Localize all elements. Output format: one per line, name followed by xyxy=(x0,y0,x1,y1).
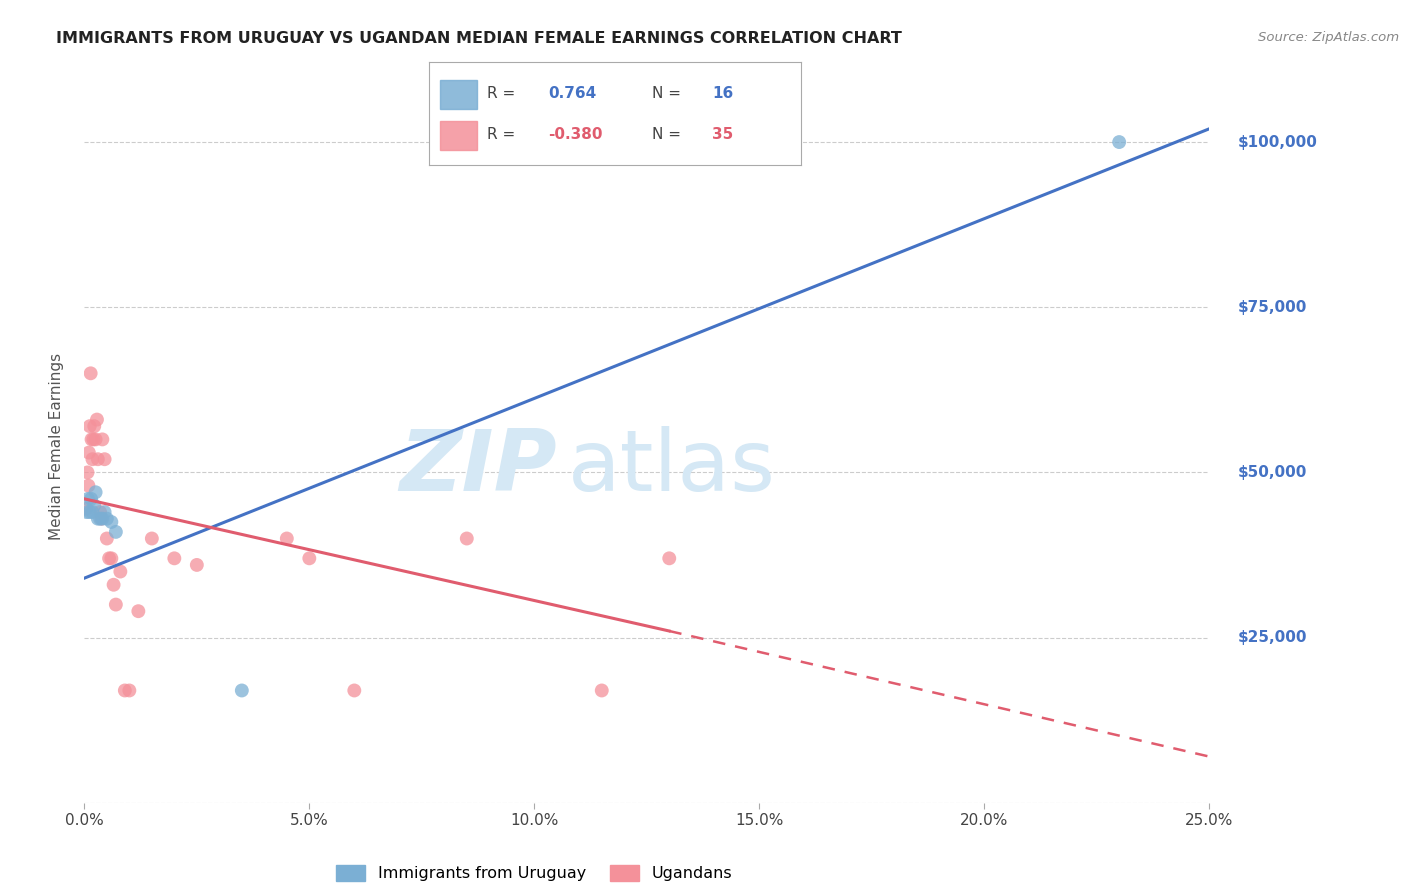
Point xyxy=(118,683,141,698)
Legend: Immigrants from Uruguay, Ugandans: Immigrants from Uruguay, Ugandans xyxy=(330,858,738,888)
Point xyxy=(141,532,163,546)
Text: R =: R = xyxy=(486,127,515,142)
Text: ZIP: ZIP xyxy=(399,425,557,509)
Point xyxy=(658,551,681,566)
Point xyxy=(77,445,100,459)
Point xyxy=(76,466,98,480)
Point xyxy=(104,598,127,612)
Text: atlas: atlas xyxy=(568,425,776,509)
Point xyxy=(298,551,321,566)
Point xyxy=(110,565,132,579)
Text: $50,000: $50,000 xyxy=(1237,465,1306,480)
Point xyxy=(104,524,127,539)
Point xyxy=(96,532,118,546)
Point xyxy=(231,683,253,698)
Point xyxy=(456,532,478,546)
Y-axis label: Median Female Earnings: Median Female Earnings xyxy=(49,352,63,540)
Point xyxy=(100,515,122,529)
Text: R =: R = xyxy=(486,86,515,101)
Point xyxy=(84,433,107,447)
Point xyxy=(91,511,114,525)
Point xyxy=(77,478,100,492)
Point xyxy=(591,683,613,698)
Point xyxy=(83,419,105,434)
Point xyxy=(79,367,101,381)
Bar xyxy=(440,80,477,109)
Point xyxy=(79,419,101,434)
Point xyxy=(100,551,122,566)
Text: N =: N = xyxy=(652,127,682,142)
Point xyxy=(82,433,104,447)
Point xyxy=(276,532,298,546)
Point xyxy=(77,491,100,506)
Bar xyxy=(440,121,477,150)
Point xyxy=(93,505,115,519)
Text: Source: ZipAtlas.com: Source: ZipAtlas.com xyxy=(1258,31,1399,45)
Point xyxy=(82,452,104,467)
Point xyxy=(80,433,103,447)
Text: $100,000: $100,000 xyxy=(1237,135,1317,150)
Text: $75,000: $75,000 xyxy=(1237,300,1306,315)
Point xyxy=(103,578,125,592)
Point xyxy=(82,505,104,519)
Text: 0.764: 0.764 xyxy=(548,86,596,101)
Point xyxy=(79,505,101,519)
Text: 35: 35 xyxy=(711,127,734,142)
Point xyxy=(89,511,111,525)
Point xyxy=(80,491,103,506)
Point xyxy=(163,551,186,566)
Point xyxy=(186,558,208,572)
Point xyxy=(86,412,108,426)
Point xyxy=(91,433,114,447)
Point xyxy=(87,452,110,467)
Point xyxy=(96,511,118,525)
Point xyxy=(76,501,98,516)
Text: IMMIGRANTS FROM URUGUAY VS UGANDAN MEDIAN FEMALE EARNINGS CORRELATION CHART: IMMIGRANTS FROM URUGUAY VS UGANDAN MEDIA… xyxy=(56,31,903,46)
Point xyxy=(84,485,107,500)
Text: $25,000: $25,000 xyxy=(1237,630,1306,645)
Point xyxy=(93,452,115,467)
Point xyxy=(114,683,136,698)
Point xyxy=(98,551,121,566)
Point xyxy=(127,604,149,618)
Point xyxy=(343,683,366,698)
Text: N =: N = xyxy=(652,86,682,101)
Text: 16: 16 xyxy=(711,86,734,101)
Point xyxy=(83,499,105,513)
Point xyxy=(89,505,111,519)
Point xyxy=(1108,135,1130,149)
Point xyxy=(90,511,112,525)
Point xyxy=(87,511,110,525)
Point xyxy=(76,505,98,519)
Text: -0.380: -0.380 xyxy=(548,127,603,142)
